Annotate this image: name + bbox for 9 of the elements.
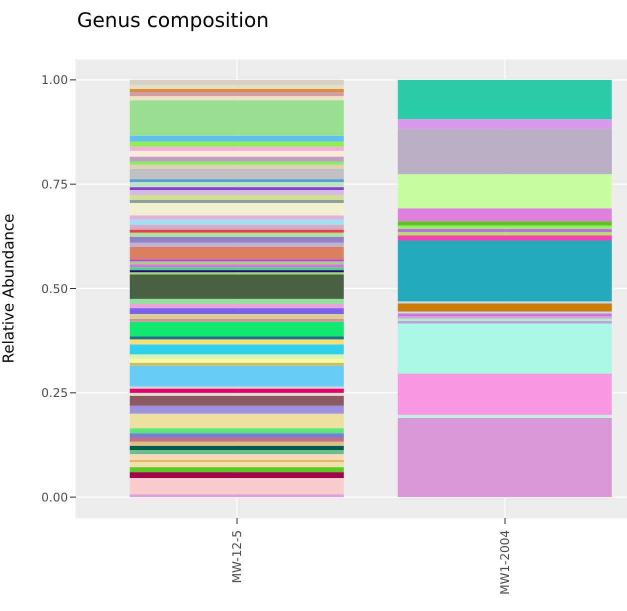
x-tick-label: MW-12-5 bbox=[230, 530, 244, 584]
y-axis-title: Relative Abundance bbox=[0, 214, 18, 364]
y-tick-label: 0.00 bbox=[41, 490, 68, 504]
y-tick-label: 0.75 bbox=[41, 177, 68, 192]
y-tick-label: 0.50 bbox=[41, 282, 68, 296]
chart-title: Genus composition bbox=[77, 8, 269, 32]
y-tick-label: 0.25 bbox=[41, 386, 68, 400]
y-tick-label: 1.00 bbox=[41, 73, 68, 88]
x-tick-label: MW1-2004 bbox=[498, 530, 512, 595]
